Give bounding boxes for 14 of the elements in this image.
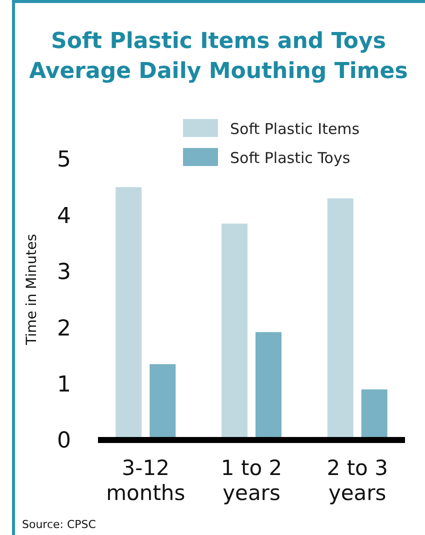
- y-tick-label: 5: [57, 148, 71, 173]
- x-tick-label: 2 to 3 years: [326, 456, 388, 505]
- y-tick-label: 3: [57, 260, 71, 286]
- y-tick-label: 2: [57, 316, 71, 342]
- source-note: Source: CPSC: [22, 518, 96, 531]
- chart-title: Soft Plastic Items and Toys Average Daily Mouthing Times: [29, 29, 408, 84]
- legend-label: Soft Plastic Items: [230, 120, 360, 138]
- legend-label: Soft Plastic Toys: [230, 149, 350, 167]
- y-tick-label: 0: [57, 428, 71, 454]
- y-tick-label: 4: [57, 204, 71, 229]
- y-axis-title: Time in Minutes: [24, 234, 40, 346]
- y-tick-label: 1: [57, 372, 71, 398]
- x-tick-label: 1 to 2 years: [220, 456, 282, 505]
- x-tick-label: 3-12 months: [106, 456, 186, 505]
